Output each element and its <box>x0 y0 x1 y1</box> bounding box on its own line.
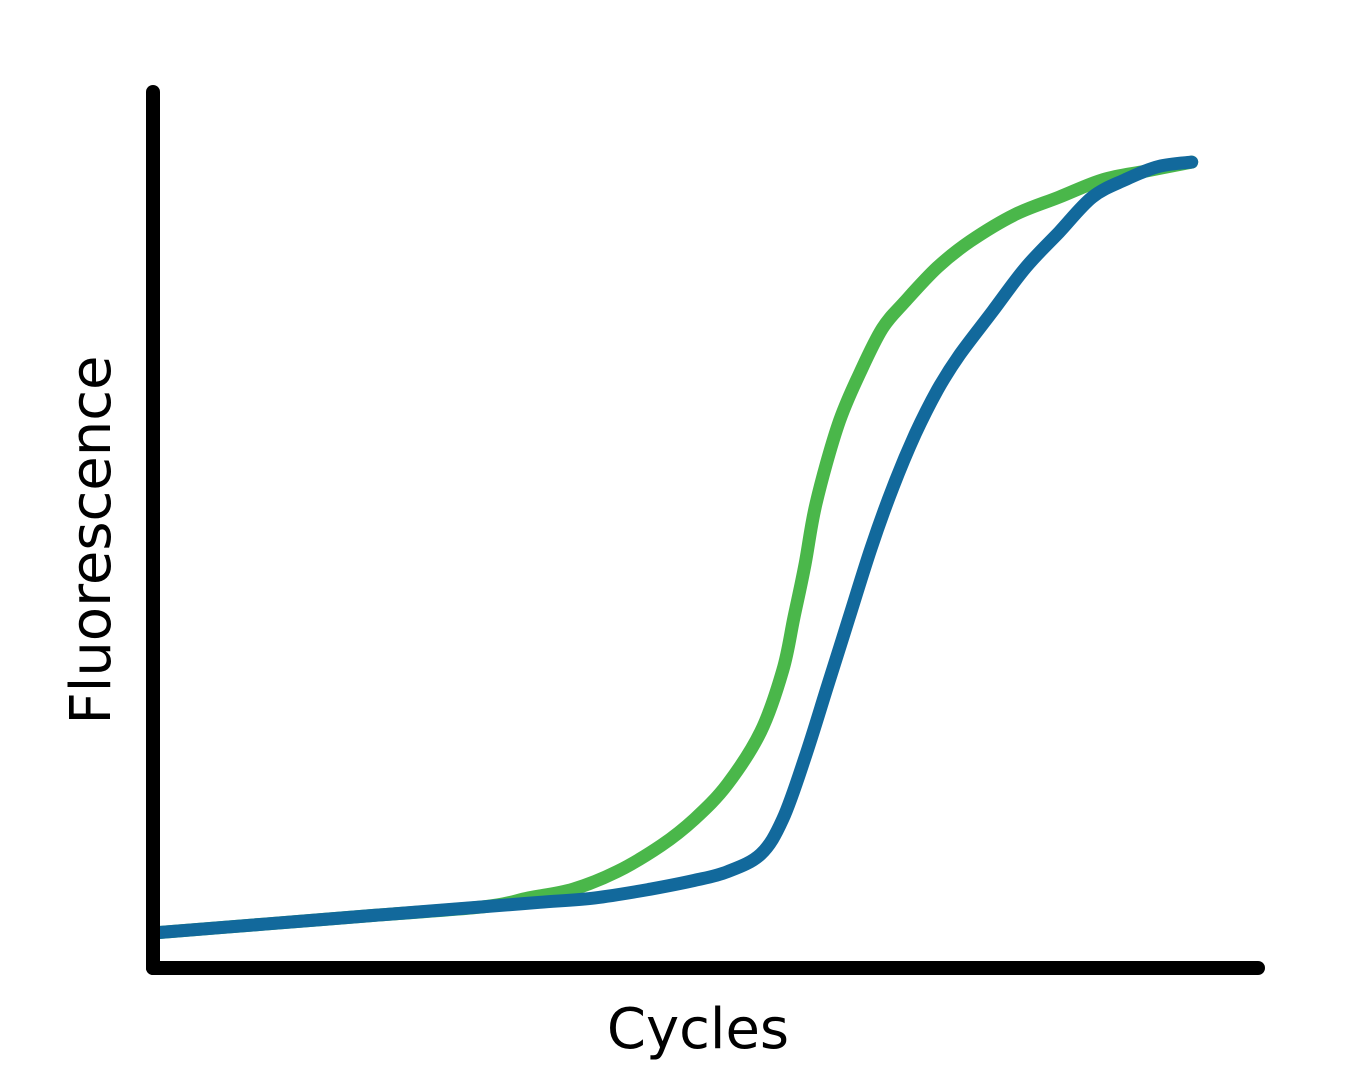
x-axis-label: Cycles <box>607 997 789 1062</box>
series-layer <box>146 155 1199 940</box>
series-line-1 <box>146 155 1199 940</box>
series-line-2 <box>146 155 1199 940</box>
y-axis-label: Fluorescence <box>59 356 124 725</box>
